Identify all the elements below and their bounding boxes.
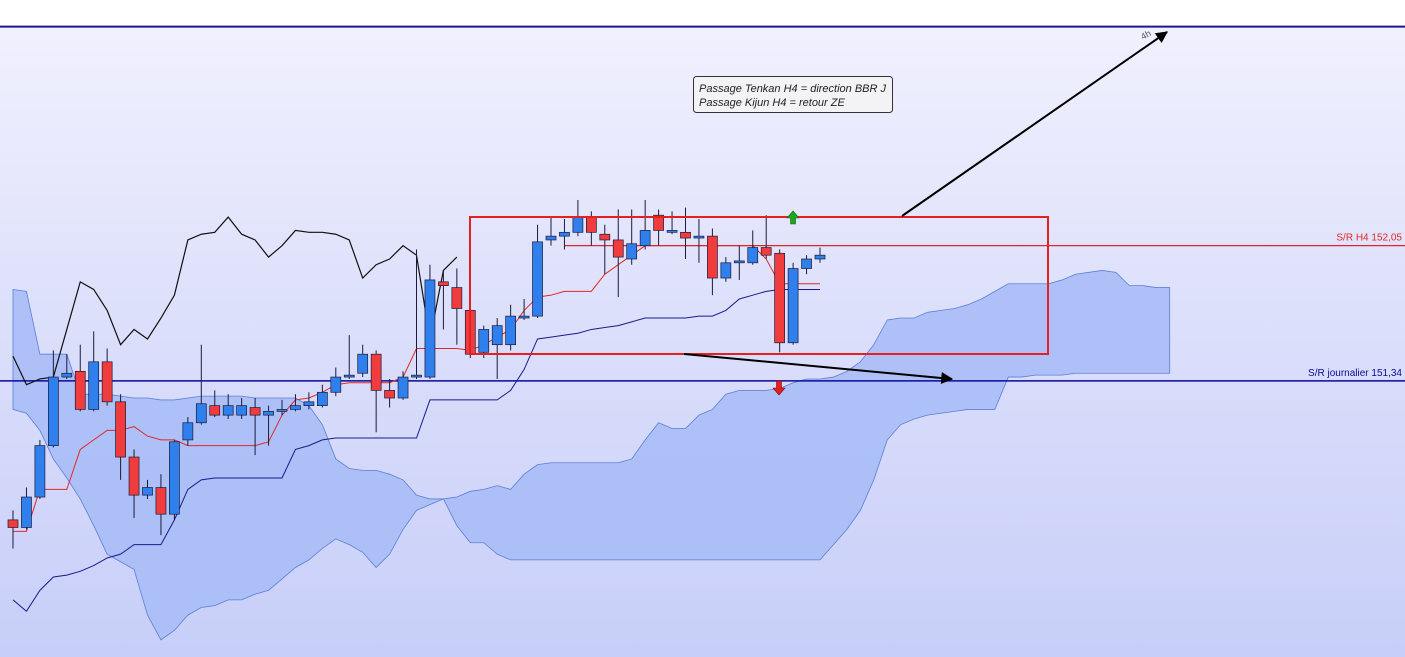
signal-down [772, 380, 786, 396]
arrow-up [901, 31, 1168, 217]
candle-body [317, 391, 328, 406]
candle-body [774, 252, 786, 344]
signal-up [786, 210, 800, 225]
candle-body [142, 487, 153, 496]
candle-body [115, 401, 126, 458]
candle-body [693, 235, 705, 239]
candle-body [733, 260, 745, 264]
candle-body [666, 230, 678, 233]
candle-body [276, 409, 288, 412]
candle-body [169, 441, 180, 515]
candle-body [222, 405, 234, 416]
candle-body [249, 407, 261, 416]
candle-body [182, 422, 194, 441]
candle-body [290, 405, 301, 410]
annotation-line: Passage Tenkan H4 = direction BBR J [699, 83, 887, 95]
candle-body [599, 233, 611, 241]
candle-body [47, 376, 59, 446]
candle-body [585, 216, 597, 233]
candle-body [801, 258, 812, 269]
annotation-line: Passage Kijun H4 = retour ZE [699, 97, 845, 109]
candle-body [478, 329, 490, 353]
candle-body [330, 376, 342, 393]
candle-body [814, 254, 826, 260]
candle-body [760, 247, 772, 256]
top-band [0, 0, 1405, 26]
level-layer: S/R H4 152,05 S/R journalier 151,34 [0, 25, 1405, 382]
candle-body [451, 287, 463, 309]
candle-body [572, 216, 584, 233]
candle-body [747, 247, 759, 264]
indicator-line [12, 216, 458, 386]
candle-body [263, 410, 274, 416]
candle-body [518, 315, 530, 319]
candle-body [438, 281, 449, 287]
zone-box [469, 216, 1049, 355]
candle-body [236, 405, 247, 416]
candle-body [88, 361, 100, 410]
candle-body [559, 231, 570, 237]
candle-body [34, 445, 46, 498]
candle-body [680, 231, 691, 239]
candle-body [128, 456, 140, 496]
candle-body [384, 390, 395, 399]
candle-body [532, 241, 543, 317]
candle-body [209, 405, 221, 416]
candle-body [61, 372, 73, 378]
candle-body [707, 235, 718, 279]
candle-body [626, 243, 638, 260]
indicator-line [12, 288, 820, 613]
candle-body [612, 239, 624, 258]
candle-body [411, 374, 422, 378]
candle-body [720, 262, 732, 279]
candle-body [639, 230, 651, 247]
candle-body [343, 374, 355, 378]
candle-body [21, 496, 32, 528]
candle-body [155, 487, 167, 515]
candle-body [74, 370, 86, 410]
cloud-layer [12, 270, 1171, 641]
arrow-right [683, 353, 954, 384]
candle-body [424, 279, 436, 378]
candle-body [303, 401, 315, 406]
arrow-label: 4h [1139, 28, 1153, 42]
candle-body [101, 361, 113, 403]
candle-body [370, 353, 382, 391]
candle-body [653, 214, 664, 231]
candle-body [505, 315, 516, 346]
candle-body [397, 376, 409, 399]
candle-body [195, 403, 207, 424]
level-label: S/R H4 152,05 [1336, 233, 1402, 244]
annotation-box [693, 76, 893, 113]
candle-body [357, 353, 369, 374]
candle-body [787, 268, 799, 344]
candle-body [7, 519, 19, 528]
level-label: S/R journalier 151,34 [1308, 368, 1402, 379]
cloud-area [12, 270, 1171, 641]
candle-body [491, 325, 503, 346]
candle-body [545, 235, 557, 241]
